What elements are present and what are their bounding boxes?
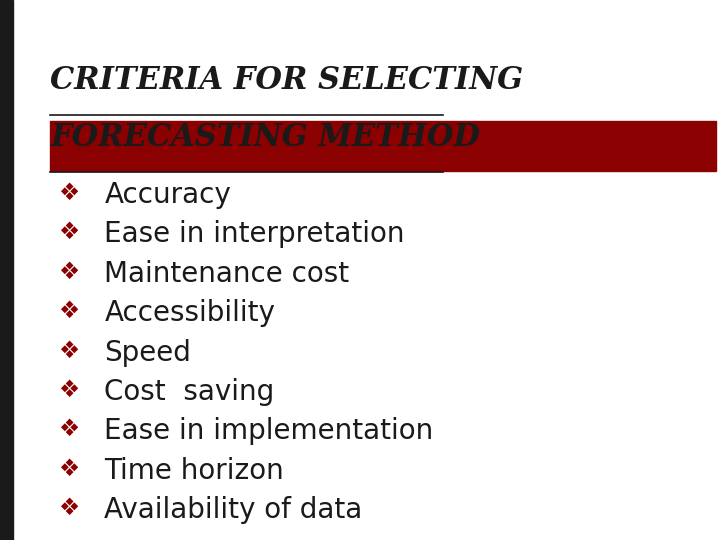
Text: ❖: ❖ [58,496,78,520]
Text: FORECASTING METHOD: FORECASTING METHOD [50,122,480,152]
Bar [50,121,716,171]
Text: Maintenance cost: Maintenance cost [104,260,349,288]
Text: ❖: ❖ [58,339,78,362]
Text: Accuracy: Accuracy [104,181,231,209]
Text: CRITERIA FOR SELECTING: CRITERIA FOR SELECTING [50,65,523,96]
Text: Ease in interpretation: Ease in interpretation [104,220,405,248]
Text: ❖: ❖ [58,260,78,284]
Text: ❖: ❖ [58,378,78,402]
Text: Ease in implementation: Ease in implementation [104,417,433,446]
Text: ❖: ❖ [58,181,78,205]
Text: ❖: ❖ [58,299,78,323]
Text: Time horizon: Time horizon [104,457,284,485]
Text: ❖: ❖ [58,220,78,244]
Text: Accessibility: Accessibility [104,299,275,327]
Text: Cost  saving: Cost saving [104,378,274,406]
Text: Availability of data: Availability of data [104,496,363,524]
Text: ❖: ❖ [58,417,78,441]
Text: ❖: ❖ [58,457,78,481]
Text: Speed: Speed [104,339,192,367]
Bar [0,0,13,540]
